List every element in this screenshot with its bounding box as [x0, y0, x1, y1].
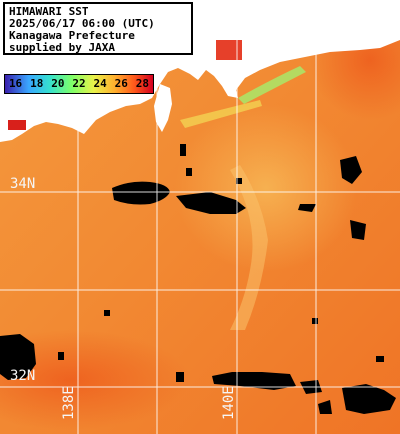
legend-tick: 28 [135, 77, 150, 90]
legend-tick: 22 [72, 77, 86, 90]
info-supplier: supplied by JAXA [9, 41, 115, 54]
warm-band-southwest [0, 330, 190, 430]
legend-tick: 26 [114, 77, 128, 90]
yellow-coastal-band [180, 100, 262, 128]
info-datetime: 2025/06/17 06:00 (UTC) [9, 17, 155, 30]
lon-label-138e: 138E [61, 386, 77, 420]
info-region: Kanagawa Prefecture [9, 29, 135, 42]
land-izu-peninsula [154, 84, 172, 132]
warm-spot-bay [216, 40, 242, 60]
temperature-legend: 16 18 20 22 24 26 28 [4, 74, 154, 94]
cloud-mask [0, 144, 396, 414]
legend-tick: 18 [30, 77, 44, 90]
info-box: HIMAWARI SST 2025/06/17 06:00 (UTC) Kana… [3, 2, 193, 55]
pale-water-region [110, 80, 370, 320]
legend-tick: 16 [8, 77, 23, 90]
legend-tick: 20 [51, 77, 65, 90]
lat-label-32n: 32N [10, 368, 36, 384]
lat-label-34n: 34N [10, 176, 36, 192]
lon-label-140e: 140E [221, 386, 237, 420]
cool-streak [230, 165, 268, 330]
green-coastal-band [238, 66, 306, 104]
legend-tick: 24 [93, 77, 107, 90]
warm-spot-west [8, 120, 26, 130]
info-title: HIMAWARI SST [9, 5, 89, 18]
